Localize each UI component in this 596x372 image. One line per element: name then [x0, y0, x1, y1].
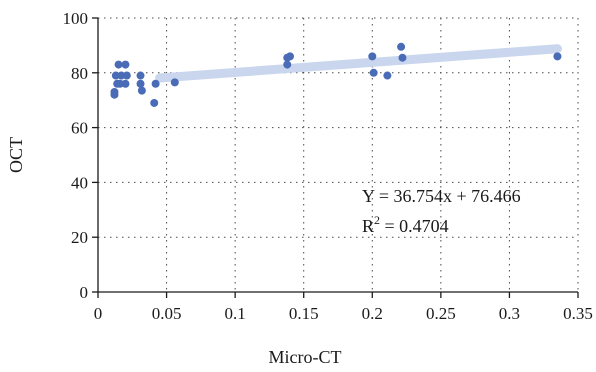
x-tick-label: 0.1	[225, 304, 246, 323]
x-tick-label: 0.05	[152, 304, 182, 323]
y-tick-label: 100	[63, 9, 89, 28]
data-point	[368, 52, 377, 61]
y-axis-title: OCT	[6, 137, 26, 173]
y-tick-label: 60	[71, 119, 88, 138]
data-point	[111, 71, 120, 80]
x-tick-label: 0.3	[499, 304, 520, 323]
data-point	[121, 79, 130, 88]
data-point	[286, 52, 294, 61]
data-points	[110, 42, 562, 107]
data-point	[553, 52, 562, 61]
data-point	[114, 60, 123, 69]
x-tick-label: 0.15	[289, 304, 319, 323]
x-tick-label: 0.35	[563, 304, 593, 323]
x-tick-label: 0.25	[426, 304, 456, 323]
data-point	[121, 60, 130, 69]
data-point	[369, 68, 378, 77]
data-point	[136, 71, 145, 80]
x-tick-label: 0.2	[362, 304, 383, 323]
r2-prefix: R	[362, 216, 374, 236]
trendline-group	[155, 44, 562, 83]
x-tick-label: 0	[94, 304, 103, 323]
y-tick-label: 40	[71, 173, 88, 192]
data-point	[151, 79, 160, 88]
tick-labels: 0 20 40 60 80 100 0 0.05 0.1 0.15 0.2 0.25 0.3 0.35	[63, 9, 593, 323]
data-point	[136, 79, 145, 88]
axes	[92, 17, 579, 298]
r2-value: = 0.4704	[380, 216, 449, 236]
y-tick-label: 20	[71, 228, 88, 247]
data-point	[117, 71, 126, 80]
r-squared-label: R2 = 0.4704	[362, 213, 449, 236]
regression-equation: Y = 36.754x + 76.466	[362, 186, 521, 206]
r2-superscript: 2	[374, 213, 380, 227]
data-point	[115, 79, 124, 88]
data-point	[397, 42, 406, 51]
gridlines	[98, 17, 579, 292]
data-point	[150, 98, 159, 107]
data-point	[137, 86, 146, 95]
data-point	[383, 71, 392, 80]
data-point	[122, 71, 131, 80]
data-point	[170, 78, 179, 87]
data-point	[110, 87, 119, 96]
y-tick-label: 0	[80, 283, 89, 302]
data-point	[398, 53, 407, 62]
x-axis-title: Micro-CT	[269, 347, 342, 367]
y-tick-label: 80	[71, 64, 88, 83]
trendline	[155, 44, 562, 83]
data-point	[283, 60, 292, 69]
